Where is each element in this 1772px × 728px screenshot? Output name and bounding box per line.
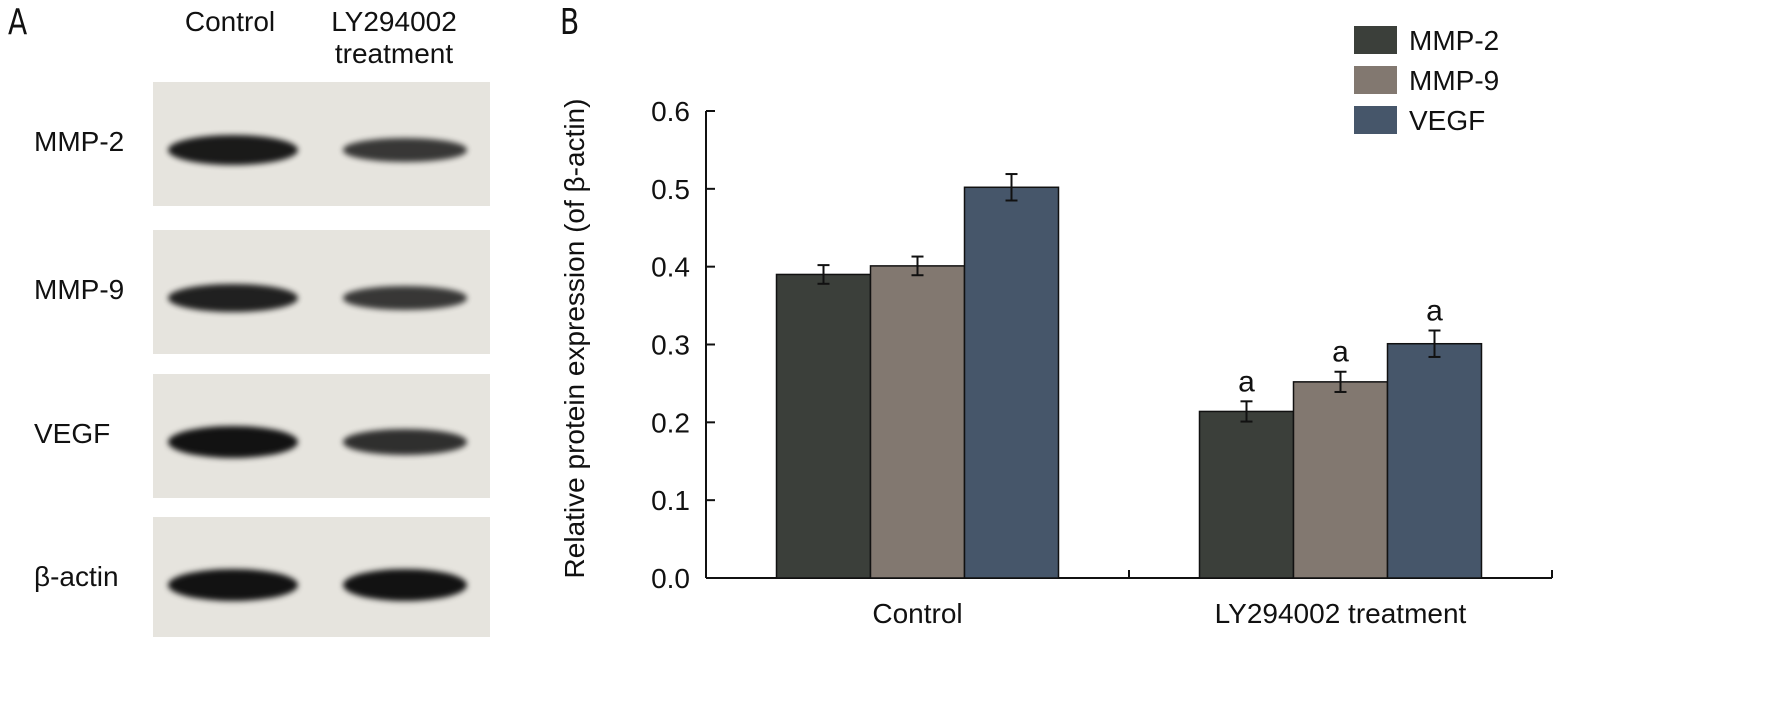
bar xyxy=(1292,381,1389,579)
significance-label: a xyxy=(1426,294,1443,327)
x-category-label: Control xyxy=(872,598,962,629)
blot-row-label: MMP-9 xyxy=(34,274,125,305)
legend-label: MMP-2 xyxy=(1409,25,1499,56)
bar xyxy=(1386,342,1483,579)
y-tick-label: 0.5 xyxy=(651,174,690,205)
legend-swatch xyxy=(1354,66,1397,94)
y-tick-label: 0.1 xyxy=(651,485,690,516)
blot-row-label: MMP-2 xyxy=(34,126,125,157)
protein-band xyxy=(343,569,467,601)
y-axis-title: Relative protein expression (of β-actin) xyxy=(559,99,590,579)
legend-label: VEGF xyxy=(1409,105,1485,136)
significance-label: a xyxy=(1332,336,1349,369)
protein-band xyxy=(343,429,467,455)
y-tick-label: 0.6 xyxy=(651,96,690,127)
y-tick-label: 0.3 xyxy=(651,330,690,361)
protein-band xyxy=(168,135,298,165)
panel-a-letter: A xyxy=(8,2,28,43)
lane-label-ly294002: LY294002 treatment xyxy=(331,6,457,69)
y-tick-label: 0.0 xyxy=(651,563,690,594)
blot-strip xyxy=(153,230,490,354)
protein-band xyxy=(343,138,467,162)
legend-swatch xyxy=(1354,106,1397,134)
bar xyxy=(869,265,966,579)
protein-band xyxy=(343,286,467,310)
panel-b-letter: B xyxy=(560,2,580,43)
blot-strip xyxy=(153,82,490,206)
legend-swatch xyxy=(1354,26,1397,54)
y-tick-label: 0.2 xyxy=(651,407,690,438)
bar xyxy=(963,186,1060,579)
blot-row-label: VEGF xyxy=(34,418,111,449)
x-category-label: LY294002 treatment xyxy=(1215,598,1467,629)
legend-label: MMP-9 xyxy=(1409,65,1499,96)
blot-row-label: β-actin xyxy=(34,561,119,592)
y-tick-label: 0.4 xyxy=(651,252,690,283)
significance-label: a xyxy=(1238,365,1255,398)
protein-band xyxy=(168,426,298,458)
bar xyxy=(1198,410,1295,579)
blot-strip xyxy=(153,517,490,637)
protein-band xyxy=(168,283,298,313)
blot-strip xyxy=(153,374,490,498)
lane-label-control: Control xyxy=(184,6,276,37)
bar xyxy=(775,273,872,579)
protein-band xyxy=(168,569,298,601)
